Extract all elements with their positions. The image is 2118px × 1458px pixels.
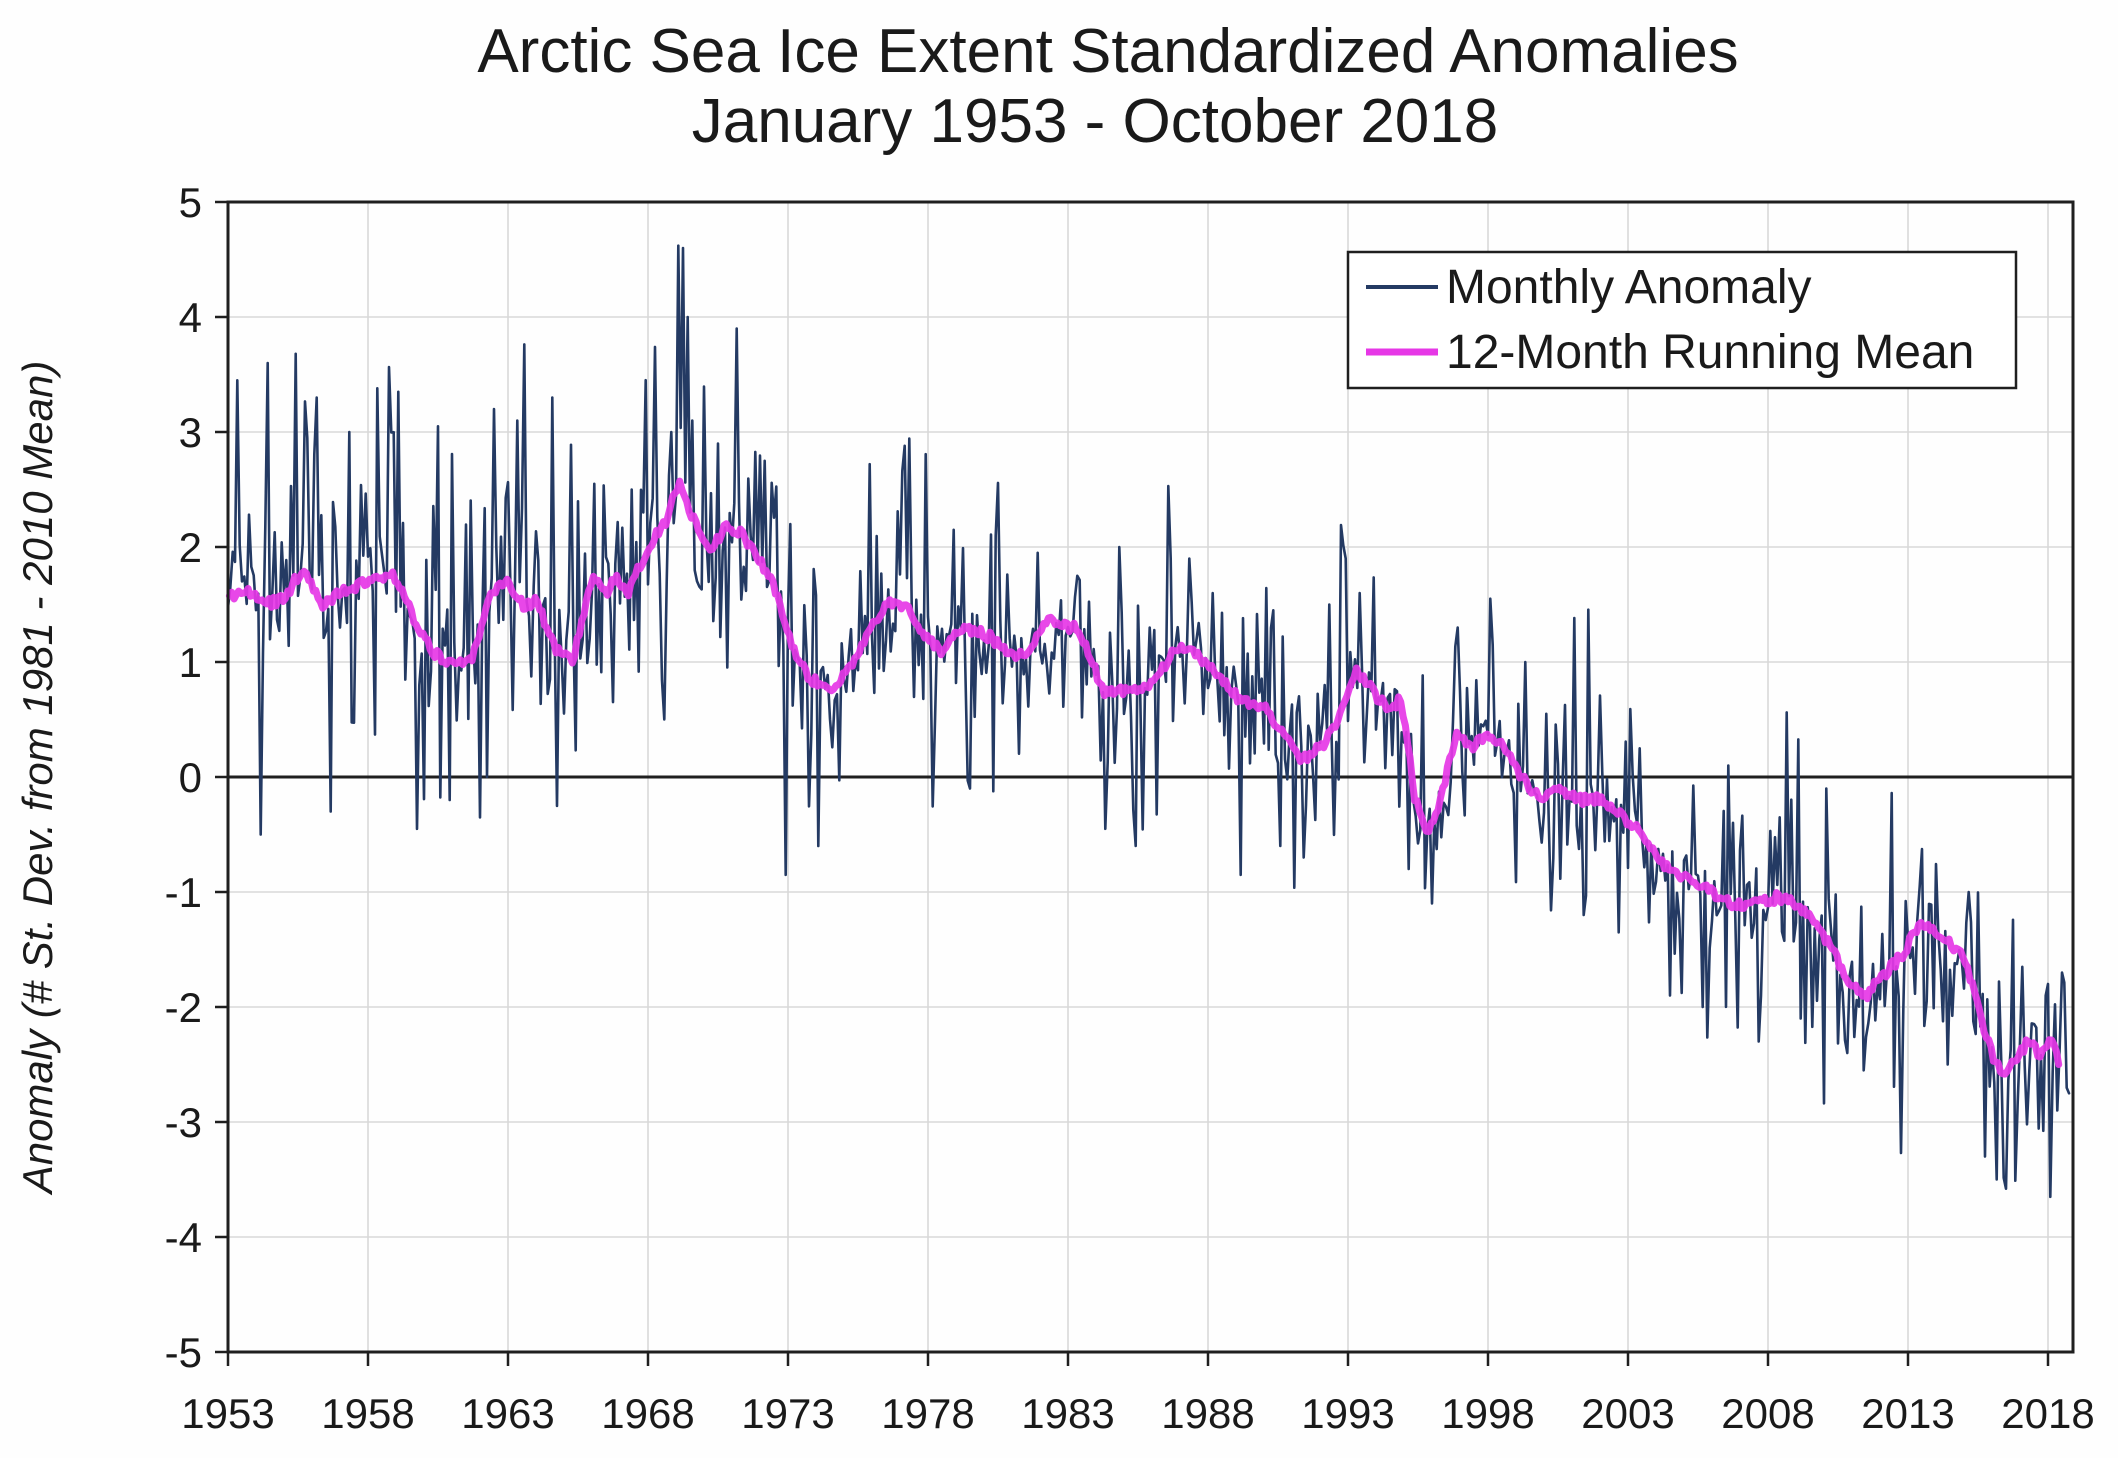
- x-tick-label: 2013: [1861, 1390, 1954, 1437]
- y-axis-label: Anomaly (# St. Dev. from 1981 - 2010 Mea…: [14, 361, 61, 1197]
- chart-subtitle: January 1953 - October 2018: [692, 87, 1499, 156]
- y-axis-tick-labels: 5 4 3 2 1 0 -1 -2 -3 -4 -5: [165, 179, 202, 1376]
- x-tick-label: 2008: [1721, 1390, 1814, 1437]
- legend: Monthly Anomaly 12-Month Running Mean: [1346, 250, 2018, 390]
- x-tick-label: 1998: [1441, 1390, 1534, 1437]
- chart-title: Arctic Sea Ice Extent Standardized Anoma…: [477, 17, 1738, 86]
- y-tick-label: -2: [165, 984, 202, 1031]
- y-tick-label: -1: [165, 869, 202, 916]
- data-series: [225, 244, 2071, 1199]
- x-tick-label: 1978: [881, 1390, 974, 1437]
- y-tick-label: -3: [165, 1099, 202, 1146]
- x-tick-label: 1968: [601, 1390, 694, 1437]
- y-tick-label: 1: [179, 639, 202, 686]
- x-tick-label: 1973: [741, 1390, 834, 1437]
- y-tick-label: 0: [179, 754, 202, 801]
- y-tick-label: -4: [165, 1214, 202, 1261]
- plot-border-and-ticks: [215, 200, 2075, 1366]
- x-axis-tick-labels: 1953 1958 1963 1968 1973 1978 1983 1988 1993 1998…: [181, 1390, 2094, 1437]
- monthly-anomaly-line: [226, 244, 2071, 1199]
- y-tick-label: 2: [179, 524, 202, 571]
- y-tick-label: -5: [165, 1329, 202, 1376]
- x-tick-label: 1983: [1021, 1390, 1114, 1437]
- legend-label-running-mean: 12-Month Running Mean: [1446, 326, 1974, 379]
- x-tick-label: 1953: [181, 1390, 274, 1437]
- y-tick-label: 5: [179, 179, 202, 226]
- x-tick-label: 1993: [1301, 1390, 1394, 1437]
- running-mean-line: [225, 477, 2063, 1078]
- x-tick-label: 1958: [321, 1390, 414, 1437]
- x-tick-label: 2003: [1581, 1390, 1674, 1437]
- legend-label-monthly-anomaly: Monthly Anomaly: [1446, 261, 1812, 314]
- legend-box: [1346, 250, 2018, 390]
- x-tick-label: 1963: [461, 1390, 554, 1437]
- y-tick-label: 4: [179, 294, 202, 341]
- x-tick-label: 2018: [2001, 1390, 2094, 1437]
- y-tick-label: 3: [179, 409, 202, 456]
- x-tick-label: 1988: [1161, 1390, 1254, 1437]
